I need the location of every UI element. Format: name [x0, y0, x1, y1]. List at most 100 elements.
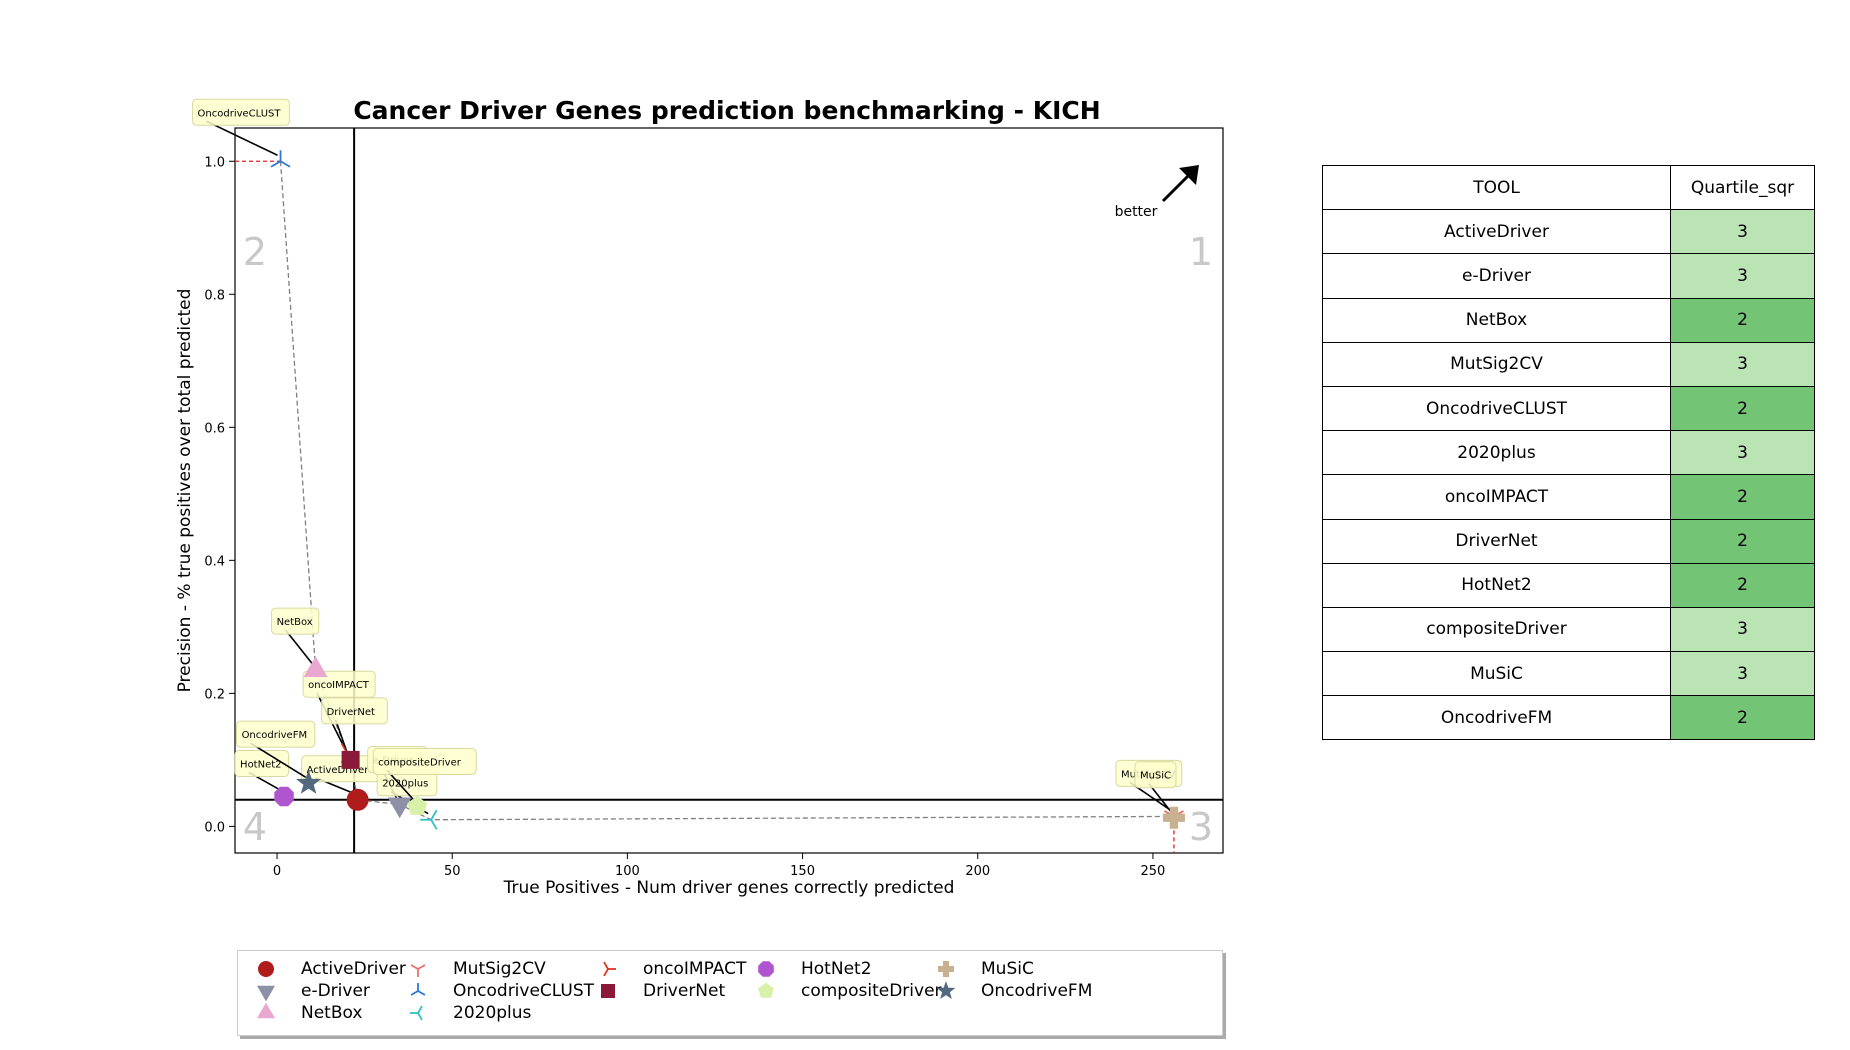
table-cell-quartile: 3 [1670, 430, 1815, 476]
legend-marker [410, 1005, 423, 1021]
legend-label: HotNet2 [801, 959, 872, 979]
annotation-box [372, 747, 477, 775]
table-row: DriverNet 2 [1322, 518, 1815, 564]
better-arrow-head [1179, 165, 1199, 185]
table-row: OncodriveCLUST 2 [1322, 385, 1815, 432]
legend-marker [258, 961, 274, 977]
table-cell-tool: NetBox [1322, 297, 1671, 343]
x-tick-label: 200 [965, 864, 990, 879]
data-point [387, 797, 412, 819]
legend-label: 2020plus [453, 1003, 532, 1023]
annotation-arrow [334, 719, 349, 755]
annotation-label: MuSiC [1140, 771, 1171, 782]
table-cell-quartile: 2 [1670, 474, 1815, 520]
legend-marker-shape [257, 985, 275, 1001]
legend-marker [936, 981, 956, 999]
annotation-label: ActiveDriver [307, 765, 370, 776]
data-point [346, 788, 369, 811]
table-row: ActiveDriver 3 [1322, 209, 1815, 255]
legend-marker-shape [410, 983, 426, 996]
legend-label: MuSiC [981, 959, 1034, 979]
data-point [296, 770, 322, 794]
legend-marker-shape [410, 964, 426, 977]
annotation-box [302, 670, 376, 698]
legend-marker-shape [258, 961, 274, 977]
legend-marker-shape [257, 1003, 275, 1019]
table-cell-tool: ActiveDriver [1322, 209, 1671, 255]
annotation-arrow [206, 120, 278, 156]
x-axis-label: True Positives - Num driver genes correc… [503, 878, 955, 898]
table-row: MuSiC 3 [1322, 651, 1815, 697]
data-point [270, 150, 291, 168]
annotation-box [271, 607, 320, 635]
legend-label: e-Driver [301, 981, 370, 1001]
y-axis-label: Precision - % true positives over total … [175, 289, 195, 693]
table-row: e-Driver 3 [1322, 253, 1815, 299]
table-row: NetBox 2 [1322, 297, 1815, 343]
legend-marker-shape [936, 981, 956, 999]
chart-title: Cancer Driver Genes prediction benchmark… [353, 96, 1100, 125]
legend-label: NetBox [301, 1003, 363, 1023]
annotation-label: HotNet2 [240, 759, 281, 770]
data-point [420, 809, 438, 830]
table-cell-quartile: 2 [1670, 562, 1815, 608]
annotation-box [321, 697, 388, 725]
table-cell-quartile: 2 [1670, 695, 1815, 741]
table-cell-tool: e-Driver [1322, 253, 1671, 299]
annotation-label: DriverNet [327, 707, 375, 718]
x-tick-label: 50 [444, 864, 461, 879]
table-row: compositeDriver 3 [1322, 606, 1815, 653]
table-cell-tool: compositeDriver [1322, 606, 1671, 653]
legend-marker-shape [410, 1005, 423, 1021]
annotation-label: OncodriveFM [242, 730, 308, 741]
y-tick-label: 0.4 [204, 554, 225, 569]
table-cell-quartile: 2 [1670, 385, 1815, 432]
data-point [274, 786, 294, 807]
annotation-arrow [1148, 783, 1172, 813]
table-row: MutSig2CV 3 [1322, 341, 1815, 387]
legend-marker [257, 985, 275, 1001]
y-tick-label: 0.2 [204, 687, 225, 702]
legend-marker [758, 982, 774, 998]
quadrant-label-4: 4 [243, 805, 267, 849]
legend-marker [601, 984, 615, 998]
quadrant-label-3: 3 [1189, 805, 1213, 849]
legend-label: ActiveDriver [301, 959, 406, 979]
annotation-label: compositeDriver [378, 757, 462, 768]
data-point [341, 750, 360, 769]
table-header-tool: TOOL [1322, 164, 1671, 211]
table-row: oncoIMPACT 2 [1322, 474, 1815, 520]
legend-marker-shape [758, 982, 774, 998]
better-label: better [1115, 204, 1158, 220]
table-row: HotNet2 2 [1322, 562, 1815, 608]
table-cell-quartile: 3 [1670, 209, 1815, 255]
x-tick-label: 250 [1141, 864, 1166, 879]
legend-label: compositeDriver [801, 981, 942, 1001]
legend-marker-shape [938, 961, 954, 977]
table-cell-tool: OncodriveCLUST [1322, 385, 1671, 432]
better-arrow-shaft [1161, 172, 1192, 203]
x-tick-label: 0 [273, 864, 281, 879]
annotation-label: 2020plus [382, 779, 428, 790]
annotation-box [236, 720, 316, 748]
table-cell-tool: oncoIMPACT [1322, 474, 1671, 520]
legend-label: oncoIMPACT [643, 959, 747, 979]
data-point [1162, 806, 1185, 829]
table-cell-tool: MutSig2CV [1322, 341, 1671, 387]
data-point [303, 656, 328, 677]
table-cell-tool: DriverNet [1322, 518, 1671, 564]
table-cell-tool: OncodriveFM [1322, 695, 1671, 741]
table-cell-quartile: 3 [1670, 253, 1815, 299]
legend-marker [410, 983, 426, 996]
annotation-box [192, 98, 290, 126]
table-cell-tool: 2020plus [1322, 430, 1671, 476]
quadrant-label-2: 2 [243, 230, 267, 274]
legend-marker [758, 961, 774, 977]
legend-marker-shape [758, 961, 774, 977]
y-tick-label: 0.6 [204, 421, 225, 436]
annotation-arrow [386, 769, 415, 801]
y-tick-label: 0.8 [204, 288, 225, 303]
y-tick-label: 0.0 [204, 820, 225, 835]
table-cell-quartile: 3 [1670, 606, 1815, 653]
